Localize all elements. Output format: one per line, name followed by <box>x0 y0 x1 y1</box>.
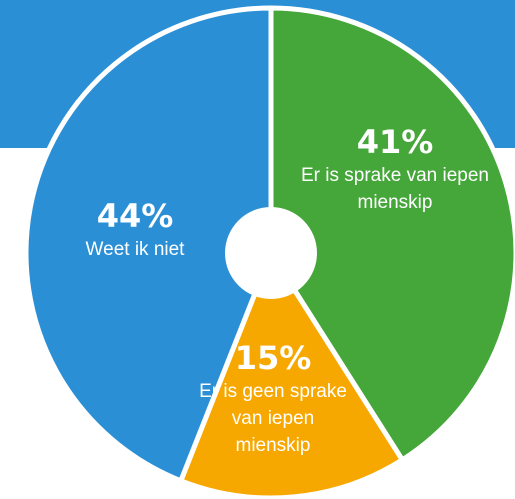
donut-hole <box>225 207 317 299</box>
category-label: Weet ik niet <box>85 239 185 260</box>
slice-label: 15% Er is geen sprake van iepen mienskip <box>193 338 353 459</box>
slice-label: 41% Er is sprake van iepen mienskip <box>300 122 490 216</box>
slice-label: 44% Weet ik niet <box>50 196 220 263</box>
value-label: 41% <box>356 123 434 161</box>
category-label: Er is geen sprake van iepen mienskip <box>199 381 347 456</box>
label-box: 41% Er is sprake van iepen mienskip <box>300 122 490 216</box>
slice <box>23 5 274 484</box>
value-label: 15% <box>234 339 312 377</box>
label-box: 44% Weet ik niet <box>50 196 220 263</box>
label-box: 15% Er is geen sprake van iepen mienskip <box>193 338 353 459</box>
slice <box>178 250 405 499</box>
value-label: 44% <box>96 197 174 235</box>
category-label: Er is sprake van iepen mienskip <box>301 165 489 213</box>
